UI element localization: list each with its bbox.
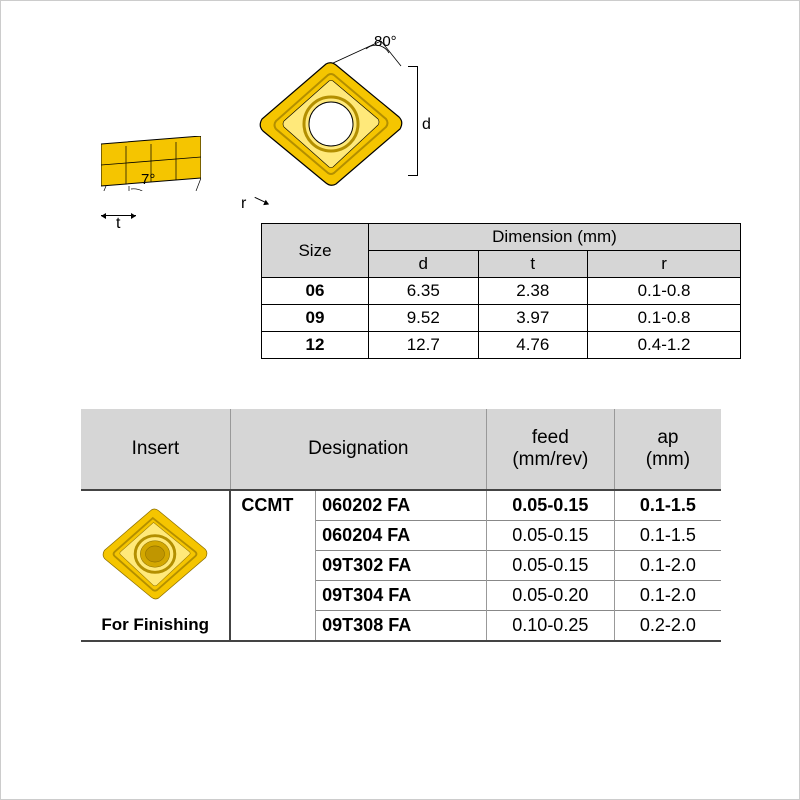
desig-ap: 0.1-1.5 (614, 521, 721, 551)
dim-col-dimension: Dimension (mm) (369, 224, 741, 251)
top-view-diagram: 80° d r (236, 31, 436, 221)
desig-code: 060204 FA (316, 521, 487, 551)
dim-sub-t: t (478, 251, 588, 278)
dimension-table: Size Dimension (mm) d t r 06 6.35 2.38 0… (261, 223, 741, 359)
dim-col-size: Size (262, 224, 369, 278)
dim-r-label: r (241, 195, 246, 213)
desig-feed: 0.05-0.15 (486, 490, 614, 521)
desig-feed: 0.10-0.25 (486, 611, 614, 642)
dim-t-label: t (116, 215, 120, 233)
desig-col-designation: Designation (230, 409, 486, 490)
side-view-diagram: 7° t (91, 101, 211, 221)
desig-col-ap: ap (mm) (614, 409, 721, 490)
insert-top-shape (256, 59, 406, 194)
desig-feed: 0.05-0.15 (486, 551, 614, 581)
desig-col-feed: feed (mm/rev) (486, 409, 614, 490)
technical-diagrams: 7° t 80° (91, 31, 739, 221)
insert-icon (89, 504, 221, 609)
dim-sub-d: d (369, 251, 479, 278)
type-code: CCMT (230, 490, 315, 641)
desig-ap: 0.1-2.0 (614, 551, 721, 581)
insert-caption: For Finishing (89, 615, 221, 635)
angle-80-label: 80° (374, 33, 397, 50)
insert-image-cell: For Finishing (81, 490, 230, 641)
dim-d-bracket (408, 66, 418, 176)
desig-code: 09T302 FA (316, 551, 487, 581)
desig-feed: 0.05-0.15 (486, 521, 614, 551)
desig-code: 060202 FA (316, 490, 487, 521)
desig-feed: 0.05-0.20 (486, 581, 614, 611)
desig-code: 09T308 FA (316, 611, 487, 642)
dim-row: 06 6.35 2.38 0.1-0.8 (262, 278, 741, 305)
dim-r-arrow (254, 197, 268, 204)
dim-d-label: d (422, 116, 431, 134)
dim-sub-r: r (588, 251, 741, 278)
desig-ap: 0.1-2.0 (614, 581, 721, 611)
dim-row: 12 12.7 4.76 0.4-1.2 (262, 332, 741, 359)
desig-col-insert: Insert (81, 409, 230, 490)
desig-ap: 0.1-1.5 (614, 490, 721, 521)
desig-ap: 0.2-2.0 (614, 611, 721, 642)
designation-table: Insert Designation feed (mm/rev) ap (mm) (81, 409, 721, 642)
desig-code: 09T304 FA (316, 581, 487, 611)
angle-7-label: 7° (141, 171, 155, 188)
dim-row: 09 9.52 3.97 0.1-0.8 (262, 305, 741, 332)
